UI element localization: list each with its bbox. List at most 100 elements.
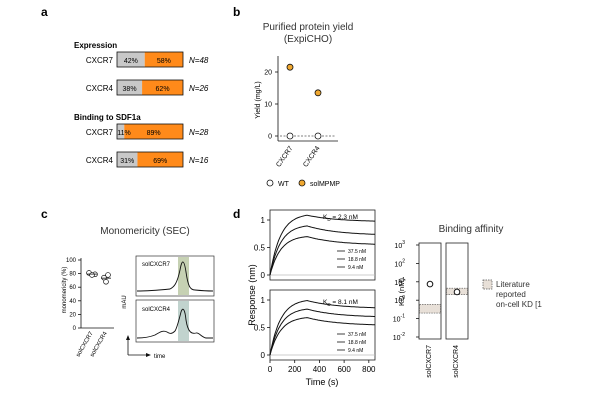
y-tick-label: 20 xyxy=(69,312,76,318)
grey-percent-label: 42% xyxy=(124,58,138,65)
binding-affinity-chart: Binding affinity KD (nM) 103 102 101 100 10-… xyxy=(393,224,543,378)
y-tick-label: 10 xyxy=(264,102,272,109)
kd-point xyxy=(426,280,434,288)
n-label: N=26 xyxy=(189,84,209,93)
chart-title-line1: Purified protein yield xyxy=(263,22,354,33)
legend-label: 9.4 nM xyxy=(348,348,363,354)
plot-frame xyxy=(269,289,376,361)
grey-percent-label: 11% xyxy=(117,130,131,137)
bar-outline xyxy=(116,79,184,96)
binding-curve xyxy=(269,299,375,356)
affinity-x-tick-solcxcr7: solCXCR7 xyxy=(426,345,433,378)
y-axis-label: monomericity (%) xyxy=(62,267,68,314)
grey-percent-label: 31% xyxy=(120,158,134,165)
bar-segment-grey xyxy=(117,80,143,95)
y-tick-label: 60 xyxy=(69,285,76,291)
bar-row-binding-cxcr7: CXCR7 11% 89% N=28 xyxy=(86,123,209,140)
y-tick-label: 1 xyxy=(261,216,266,225)
section-title-binding: Binding to SDF1a xyxy=(74,113,141,122)
point-wt xyxy=(286,132,294,140)
chart-title-line2: (ExpiCHO) xyxy=(284,34,332,45)
legend-label: 9.4 nM xyxy=(348,265,363,271)
orange-percent-label: 69% xyxy=(153,158,167,165)
panel-label-c: c xyxy=(41,207,48,221)
bar-segment-grey xyxy=(117,124,125,139)
x-axis-label: Time (s) xyxy=(306,377,339,387)
legend-label: 18.8 nM xyxy=(348,257,366,263)
n-label: N=28 xyxy=(189,128,209,137)
bar-row-expression-cxcr4: CXCR4 38% 62% N=26 xyxy=(86,79,209,96)
legend-label: 37.5 nM xyxy=(348,332,366,338)
bar-segment-orange xyxy=(142,80,183,95)
panel-b: Purified protein yield (ExpiCHO) Yield (… xyxy=(255,22,353,188)
time-label: time xyxy=(154,354,166,360)
y-tick-label: 80 xyxy=(69,272,76,278)
row-label: CXCR4 xyxy=(86,84,114,93)
legend-label: 18.8 nM xyxy=(348,340,366,346)
x-tick-label-cxcr4: CXCR4 xyxy=(302,145,321,169)
kd-label: KD = 2.3 nM xyxy=(323,214,358,222)
highlight-band xyxy=(178,301,189,341)
mau-label: mAU xyxy=(122,295,128,308)
legend-label-solmpmp: solMPMP xyxy=(310,181,340,188)
x-tick-label: 200 xyxy=(288,365,302,374)
grey-percent-label: 38% xyxy=(123,86,137,93)
bar-segment-orange xyxy=(124,124,183,139)
y-tick-label: 20 xyxy=(264,70,272,77)
plot-frame xyxy=(269,209,376,281)
sec-trace-box-solcxcr7: solCXCR7 xyxy=(135,255,215,297)
concentration-legend: 37.5 nM 18.8 nM 9.4 nM xyxy=(337,332,366,354)
panel-c: Monomericity (SEC) monomericity (%) 0 20 4… xyxy=(62,226,215,360)
trace-box xyxy=(135,255,215,297)
point xyxy=(89,272,95,278)
literature-legend-line3: on-cell KD [1 xyxy=(496,300,542,309)
y-tick-label: 102 xyxy=(394,258,405,268)
y-tick-label: 40 xyxy=(69,299,76,305)
time-arrow-icon xyxy=(146,353,151,357)
row-label: CXCR4 xyxy=(86,156,114,165)
y-ticks: 00.51 xyxy=(254,216,270,280)
trace-line xyxy=(136,308,213,339)
y-tick-label: 10-2 xyxy=(393,332,405,342)
concentration-legend: 37.5 nM 18.8 nM 9.4 nM xyxy=(337,249,366,271)
row-label: CXCR7 xyxy=(86,56,114,65)
y-axis-label: Response (nm) xyxy=(247,264,257,326)
bar-segment-orange xyxy=(144,52,183,67)
point-solmpmp xyxy=(286,63,294,71)
binding-curve xyxy=(269,308,375,356)
panel-label-b: b xyxy=(233,5,240,19)
n-label: N=48 xyxy=(189,56,209,65)
data-points xyxy=(286,63,322,140)
affinity-data-points xyxy=(419,280,468,314)
y-tick-label: 0.5 xyxy=(254,244,266,253)
y-ticks: 0 20 40 60 80 100 xyxy=(66,258,81,332)
legend-label-wt: WT xyxy=(278,181,290,188)
affinity-title: Binding affinity xyxy=(439,224,504,235)
y-tick-label: 1 xyxy=(261,296,266,305)
mau-arrow-icon xyxy=(126,335,130,340)
affinity-y-ticks: 103 102 101 100 10-1 10-2 xyxy=(393,240,419,342)
trace-label: solCXCR7 xyxy=(142,262,171,268)
x-tick-label: 800 xyxy=(362,365,376,374)
trace-line xyxy=(136,261,214,292)
binding-curves xyxy=(269,214,375,276)
y-tick-label: 0 xyxy=(268,134,272,141)
orange-percent-label: 62% xyxy=(156,86,170,93)
y-axis-label: Yield (mg/L) xyxy=(255,81,262,118)
affinity-y-axis-label: KD (nM) xyxy=(397,278,406,306)
orange-percent-label: 89% xyxy=(147,130,161,137)
data-points xyxy=(86,270,111,285)
bar-segment-orange xyxy=(137,152,183,167)
binding-curve xyxy=(269,225,375,276)
x-tick-label: 600 xyxy=(337,365,351,374)
section-title-expression: Expression xyxy=(74,41,117,50)
y-tick-label: 0 xyxy=(73,326,77,332)
panel-label-d: d xyxy=(233,207,240,221)
highlight-band xyxy=(178,257,189,295)
bar-row-expression-cxcr7: CXCR7 42% 58% N=48 xyxy=(86,51,209,68)
y-tick-label: 10-1 xyxy=(393,314,405,324)
legend-label: 37.5 nM xyxy=(348,249,366,255)
y-tick-label: 100 xyxy=(394,295,405,305)
x-ticks: 0 200 400 600 800 xyxy=(268,360,376,374)
y-tick-label: 101 xyxy=(394,277,405,287)
